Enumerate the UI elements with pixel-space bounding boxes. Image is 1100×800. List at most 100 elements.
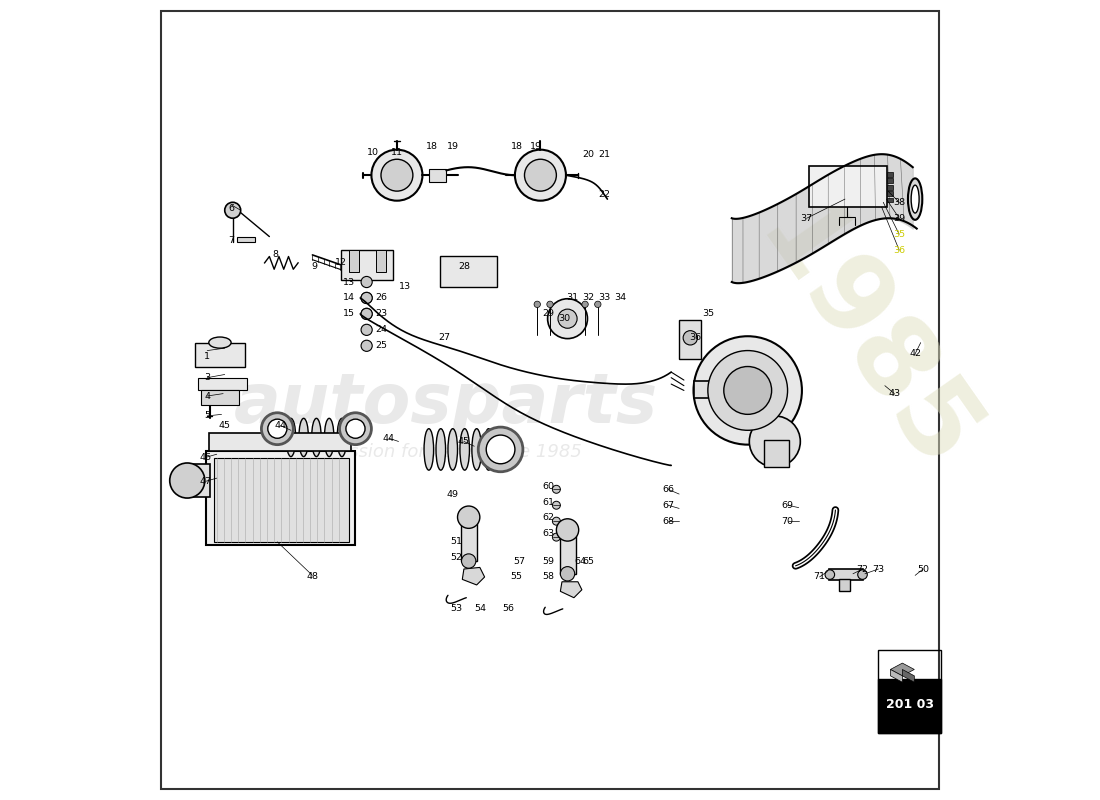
Ellipse shape bbox=[448, 429, 458, 470]
Text: 9: 9 bbox=[311, 262, 318, 270]
Text: 13: 13 bbox=[399, 282, 411, 291]
Circle shape bbox=[262, 413, 294, 445]
Text: 36: 36 bbox=[893, 246, 905, 254]
Text: 54: 54 bbox=[474, 604, 486, 614]
Polygon shape bbox=[560, 582, 582, 598]
Text: 11: 11 bbox=[390, 148, 403, 158]
Text: 32: 32 bbox=[582, 294, 594, 302]
Text: 10: 10 bbox=[367, 148, 380, 158]
Polygon shape bbox=[902, 670, 914, 682]
Circle shape bbox=[708, 350, 788, 430]
Text: 5: 5 bbox=[205, 411, 210, 421]
Text: 53: 53 bbox=[450, 604, 462, 614]
Bar bbox=[201, 390, 239, 405]
Text: 26: 26 bbox=[375, 294, 387, 302]
Ellipse shape bbox=[908, 178, 922, 220]
Ellipse shape bbox=[286, 418, 296, 457]
Bar bbox=[461, 517, 476, 561]
Text: 27: 27 bbox=[439, 334, 451, 342]
Text: 7: 7 bbox=[228, 236, 234, 245]
Circle shape bbox=[552, 502, 560, 510]
Ellipse shape bbox=[209, 337, 231, 348]
Circle shape bbox=[683, 330, 697, 345]
Text: 35: 35 bbox=[702, 310, 714, 318]
Circle shape bbox=[552, 533, 560, 541]
Bar bbox=[679, 320, 702, 358]
Bar bbox=[429, 169, 447, 182]
Text: 66: 66 bbox=[662, 485, 674, 494]
Circle shape bbox=[558, 309, 578, 328]
Text: 31: 31 bbox=[566, 294, 579, 302]
Bar bbox=[213, 458, 349, 542]
Text: 55: 55 bbox=[510, 573, 522, 582]
Circle shape bbox=[267, 419, 287, 438]
Bar bbox=[763, 440, 789, 467]
Bar bbox=[209, 434, 351, 451]
Circle shape bbox=[560, 566, 574, 581]
Circle shape bbox=[361, 277, 372, 287]
Text: 45: 45 bbox=[219, 421, 231, 430]
Bar bbox=[838, 578, 850, 591]
Text: 59: 59 bbox=[542, 557, 554, 566]
Bar bbox=[888, 191, 893, 196]
Text: 1: 1 bbox=[205, 352, 210, 361]
Text: 43: 43 bbox=[889, 389, 901, 398]
Circle shape bbox=[361, 292, 372, 303]
Text: 68: 68 bbox=[662, 517, 674, 526]
Text: 8: 8 bbox=[272, 250, 278, 259]
Bar bbox=[693, 381, 716, 398]
Text: 67: 67 bbox=[662, 501, 674, 510]
Circle shape bbox=[825, 570, 835, 579]
Circle shape bbox=[552, 517, 560, 525]
Ellipse shape bbox=[460, 429, 470, 470]
Circle shape bbox=[582, 301, 588, 307]
Bar bbox=[560, 530, 575, 574]
Text: 18: 18 bbox=[426, 142, 438, 151]
Text: autosparts: autosparts bbox=[234, 370, 659, 438]
Text: 30: 30 bbox=[559, 314, 571, 323]
Text: 3: 3 bbox=[205, 373, 210, 382]
Text: 49: 49 bbox=[447, 490, 459, 498]
Text: 64: 64 bbox=[574, 557, 586, 566]
Text: 37: 37 bbox=[801, 214, 813, 222]
Bar bbox=[879, 650, 940, 734]
Circle shape bbox=[372, 150, 422, 201]
Text: 4: 4 bbox=[205, 391, 210, 401]
Bar bbox=[888, 185, 893, 190]
Text: 45: 45 bbox=[458, 437, 470, 446]
Text: 35: 35 bbox=[893, 230, 905, 238]
Text: 73: 73 bbox=[872, 565, 884, 574]
Text: 58: 58 bbox=[542, 573, 554, 582]
Bar bbox=[829, 569, 862, 580]
Circle shape bbox=[478, 427, 522, 472]
Text: 65: 65 bbox=[582, 557, 594, 566]
Text: 1985: 1985 bbox=[735, 186, 994, 494]
Bar bbox=[198, 378, 248, 390]
Circle shape bbox=[361, 340, 372, 351]
Bar bbox=[376, 250, 386, 273]
Text: 6: 6 bbox=[228, 204, 234, 213]
Circle shape bbox=[361, 308, 372, 319]
Text: 44: 44 bbox=[275, 421, 286, 430]
Text: 52: 52 bbox=[450, 554, 462, 562]
Text: 56: 56 bbox=[503, 604, 515, 614]
Circle shape bbox=[595, 301, 601, 307]
Ellipse shape bbox=[311, 418, 321, 457]
Polygon shape bbox=[890, 663, 914, 676]
Text: 20: 20 bbox=[582, 150, 594, 159]
Text: 51: 51 bbox=[450, 538, 462, 546]
Polygon shape bbox=[890, 670, 902, 682]
Text: 63: 63 bbox=[542, 530, 554, 538]
Text: 22: 22 bbox=[598, 190, 611, 199]
Circle shape bbox=[749, 416, 801, 467]
Text: 47: 47 bbox=[199, 477, 211, 486]
Text: 50: 50 bbox=[917, 565, 930, 574]
Text: 14: 14 bbox=[343, 294, 355, 302]
Circle shape bbox=[486, 435, 515, 464]
FancyBboxPatch shape bbox=[879, 679, 940, 734]
Text: 61: 61 bbox=[542, 498, 554, 506]
Text: 19: 19 bbox=[530, 142, 541, 151]
Text: 71: 71 bbox=[814, 573, 825, 582]
Text: 33: 33 bbox=[598, 294, 611, 302]
Bar bbox=[341, 250, 393, 281]
